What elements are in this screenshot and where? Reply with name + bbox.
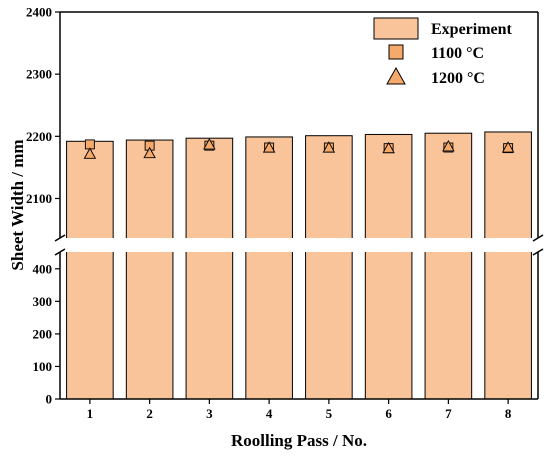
legend-swatch-experiment: [373, 17, 419, 40]
y-tick-label-2100: 2100: [26, 191, 52, 206]
legend: Experiment 1100 °C 1200 °C: [373, 17, 513, 87]
bar-lower-3: [185, 237, 234, 400]
x-tick-label-3: 3: [206, 406, 213, 421]
x-tick-label-2: 2: [146, 406, 153, 421]
legend-label-2: 1200 °C: [431, 70, 485, 87]
bar-6: [364, 133, 413, 249]
bar-lower-5: [305, 237, 353, 400]
plot-frame: [59, 11, 539, 400]
y-axis-title: Sheet Width / mm: [8, 139, 27, 270]
y-tick-label-200: 200: [33, 326, 53, 341]
bar-5: [305, 135, 353, 249]
x-tick-label-4: 4: [266, 406, 273, 421]
x-tick-label-1: 1: [87, 406, 94, 421]
bar-lower-2: [125, 237, 174, 400]
marker-1200-5: [322, 141, 336, 153]
legend-label-0: Experiment: [431, 21, 513, 38]
bar-1: [66, 140, 114, 249]
bar-lower-1: [66, 237, 114, 400]
marker-1200-6: [382, 141, 395, 154]
marker-1200-4: [262, 141, 276, 153]
y-tick-label-400: 400: [33, 261, 53, 276]
bar-lower-4: [245, 237, 293, 400]
bar-lower-8: [484, 237, 532, 400]
bar-lower-6: [364, 237, 413, 400]
markers-layer: [83, 138, 515, 159]
marker-1200-3: [203, 138, 216, 150]
bar-lower-7: [424, 237, 473, 400]
legend-label-1: 1100 °C: [431, 45, 484, 62]
axis-break-gap: [54, 234, 544, 256]
x-tick-label-7: 7: [445, 406, 452, 421]
bar-4: [245, 136, 293, 249]
y-tick-label-2400: 2400: [26, 5, 52, 20]
marker-1200-1: [83, 147, 97, 159]
y-tick-label-2300: 2300: [26, 67, 52, 82]
x-tick-label-8: 8: [505, 406, 512, 421]
x-tick-label-5: 5: [326, 406, 333, 421]
x-axis-ticks: 1 2 3 4 5 6 7 8: [87, 399, 512, 421]
y-tick-label-2200: 2200: [26, 129, 52, 144]
marker-1200-2: [143, 146, 156, 159]
marker-1200-8: [501, 141, 515, 153]
y-tick-label-100: 100: [33, 359, 53, 374]
y-tick-label-0: 0: [46, 392, 53, 407]
lower-bars-layer: [66, 237, 532, 400]
upper-bars-layer: [66, 131, 532, 249]
legend-swatch-1200: [386, 66, 406, 85]
marker-1200-7: [442, 139, 455, 152]
legend-swatch-1100: [388, 44, 404, 60]
y-tick-label-300: 300: [33, 294, 53, 309]
x-axis-title: Roolling Pass / No.: [231, 431, 367, 450]
bar-3: [185, 137, 234, 249]
x-tick-label-6: 6: [385, 406, 392, 421]
break-band: [56, 238, 542, 252]
y-axis-ticks: 2100 2200 2300 2400 0 100 200 300 400: [26, 5, 60, 407]
